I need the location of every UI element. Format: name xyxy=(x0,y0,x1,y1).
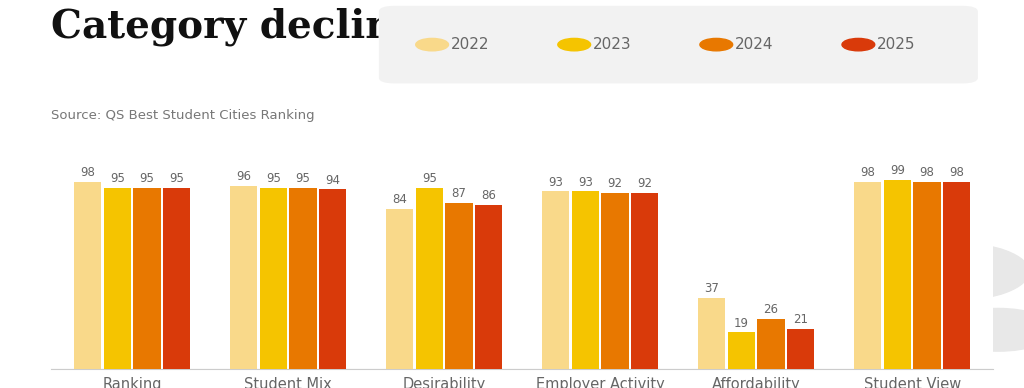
Bar xyxy=(943,182,971,369)
Text: 95: 95 xyxy=(169,172,184,185)
Bar xyxy=(787,329,814,369)
Bar xyxy=(74,182,101,369)
Text: 95: 95 xyxy=(139,172,155,185)
Bar xyxy=(386,209,414,369)
Text: Category declines: Category declines xyxy=(51,8,440,46)
Text: 96: 96 xyxy=(237,170,251,183)
Text: 95: 95 xyxy=(422,172,437,185)
Text: 98: 98 xyxy=(949,166,964,179)
Bar xyxy=(319,189,346,369)
Bar xyxy=(854,182,882,369)
Text: 2025: 2025 xyxy=(877,37,915,52)
Text: 2023: 2023 xyxy=(593,37,631,52)
Bar xyxy=(884,180,911,369)
Bar xyxy=(445,203,473,369)
Text: 95: 95 xyxy=(110,172,125,185)
Bar xyxy=(913,182,941,369)
Text: 21: 21 xyxy=(794,313,808,326)
Text: 95: 95 xyxy=(266,172,281,185)
Text: 99: 99 xyxy=(890,164,905,177)
Bar xyxy=(631,193,658,369)
Text: 95: 95 xyxy=(296,172,310,185)
Bar xyxy=(475,205,503,369)
Bar xyxy=(758,319,784,369)
Text: 19: 19 xyxy=(734,317,749,329)
Bar xyxy=(163,187,190,369)
Text: Source: QS Best Student Cities Ranking: Source: QS Best Student Cities Ranking xyxy=(51,109,314,122)
Bar xyxy=(260,187,287,369)
Bar xyxy=(728,333,755,369)
Text: 93: 93 xyxy=(578,175,593,189)
Text: 98: 98 xyxy=(81,166,95,179)
Text: 26: 26 xyxy=(764,303,778,316)
Text: 2024: 2024 xyxy=(735,37,773,52)
Text: 92: 92 xyxy=(637,177,652,191)
Text: 94: 94 xyxy=(326,174,340,187)
Bar xyxy=(542,191,569,369)
Text: 37: 37 xyxy=(705,282,719,295)
Bar xyxy=(571,191,599,369)
Bar xyxy=(290,187,316,369)
Bar xyxy=(230,186,257,369)
Text: 2022: 2022 xyxy=(451,37,489,52)
Text: 86: 86 xyxy=(481,189,497,202)
Text: 87: 87 xyxy=(452,187,467,200)
Bar xyxy=(416,187,443,369)
Text: 84: 84 xyxy=(392,193,408,206)
Text: 98: 98 xyxy=(860,166,876,179)
Bar xyxy=(103,187,131,369)
Text: 98: 98 xyxy=(920,166,935,179)
Bar xyxy=(698,298,725,369)
Bar xyxy=(133,187,161,369)
Text: 92: 92 xyxy=(607,177,623,191)
Bar xyxy=(601,193,629,369)
Text: 93: 93 xyxy=(548,175,563,189)
